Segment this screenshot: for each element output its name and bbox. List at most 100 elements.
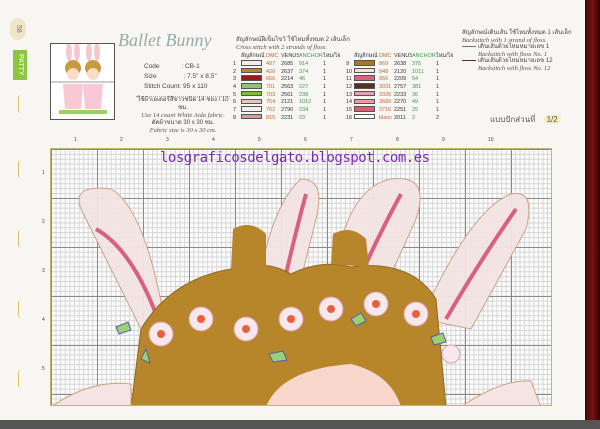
backstitch-1-en: Backstitch with floss No. 1: [478, 51, 548, 58]
floss-number: 7: [233, 106, 237, 113]
floss-anchor: 381: [412, 83, 422, 90]
floss-dmc: blanc: [379, 114, 393, 121]
floss-swatch: [241, 60, 262, 66]
floss-header-row: สัญลักษณ์ DMC VENUS ANCHOR ไหม/ไจ: [233, 52, 343, 60]
floss-anchor: 374: [299, 68, 309, 75]
vine-ornament: [18, 95, 24, 113]
floss-number: 13: [346, 91, 353, 98]
row-label: 2: [42, 219, 45, 225]
floss-dmc: 407: [266, 60, 276, 67]
floss-number: 14: [346, 99, 353, 106]
pattern-thumbnail: [50, 43, 115, 120]
fabric-info: ใช้ผ้าเอเดอร์สีขาวชนิด 14 ช่อง / 10 ซม. …: [136, 96, 230, 135]
floss-row: 7 762 2790 234 1: [233, 106, 343, 114]
floss-symbol-cell: [241, 67, 266, 76]
vine-ornament: [18, 370, 24, 388]
floss-anchor: 2: [412, 114, 416, 121]
floss-swatch: [241, 90, 262, 97]
pattern-title: Ballet Bunny: [118, 30, 212, 50]
floss-swatch: [241, 67, 262, 74]
floss-anchor: 375: [412, 60, 422, 67]
size-value: : 7.5" x 8.5": [183, 73, 217, 80]
stitch-count-value: 95 x 110: [183, 83, 208, 90]
floss-skeins: 1: [323, 114, 327, 121]
backstitch-en: Backstitch with 1 strand of floss.: [462, 37, 547, 44]
floss-symbol-cell: [241, 90, 266, 99]
code-label: Code: [144, 63, 160, 70]
floss-skeins: 1: [436, 76, 440, 83]
column-label: 1: [74, 137, 77, 143]
column-label: 3: [166, 137, 169, 143]
floss-anchor: 914: [299, 60, 309, 67]
floss-header: VENUS: [281, 53, 299, 59]
backstitch-2-thai: เดินเส้นด้วยไหมหมายเลข 12: [478, 58, 553, 64]
floss-anchor: 238: [299, 91, 309, 98]
floss-dmc: 948: [379, 68, 389, 75]
size-label: Size: [144, 73, 157, 80]
floss-anchor: 46: [299, 76, 306, 83]
part-label: แบบปักส่วนที่: [490, 115, 536, 124]
floss-skeins: 1: [436, 68, 440, 75]
row-label: 1: [42, 170, 45, 176]
floss-venus: 2209: [394, 76, 407, 83]
floss-skeins: 1: [323, 106, 327, 113]
floss-skeins: 1: [436, 83, 440, 90]
floss-dmc: 666: [266, 76, 276, 83]
floss-venus: 2757: [394, 83, 407, 90]
part-indicator: แบบปักส่วนที่ 1/2: [490, 113, 561, 126]
floss-skeins: 2: [436, 114, 440, 121]
floss-number: 3: [233, 76, 237, 83]
floss-anchor: 49: [412, 99, 419, 106]
stitch-count-label: Stitch Count:: [144, 83, 182, 90]
floss-symbol-cell: [354, 90, 379, 99]
floss-dmc: 956: [379, 76, 389, 83]
floss-number: 15: [346, 106, 353, 113]
floss-skeins: 1: [436, 106, 440, 113]
backstitch-thai: สัญลักษณ์เดินเส้น ใช้ไหมทั้งหมด 1 เส้นเล…: [462, 30, 572, 36]
floss-swatch: [354, 75, 375, 81]
floss-row: 10 948 2120 1011 1: [346, 67, 456, 76]
vine-ornament: [18, 300, 24, 318]
floss-skeins: 1: [436, 99, 440, 106]
floss-dmc: 3716: [379, 106, 392, 113]
floss-number: 1: [233, 60, 237, 67]
floss-header: ANCHOR: [412, 53, 436, 59]
pattern-specs: Code : CB-1 Size : 7.5" x 8.5" Stitch Co…: [144, 62, 217, 92]
floss-swatch: [354, 83, 375, 89]
header-spacer: [346, 52, 354, 60]
floss-number: 9: [346, 60, 350, 67]
fabric-en: Use 14 count White Aida fabric.: [141, 112, 225, 119]
floss-swatch: [241, 113, 262, 120]
floss-row: 15 3716 2251 25 1: [346, 106, 456, 114]
floss-dmc: 3689: [379, 99, 392, 106]
floss-symbol-cell: [354, 60, 379, 68]
floss-venus: 2270: [394, 99, 407, 106]
floss-header: DMC: [379, 53, 392, 59]
floss-swatch: [241, 106, 262, 112]
floss-anchor: 1011: [412, 68, 424, 75]
floss-swatch: [354, 113, 375, 120]
floss-swatch: [241, 83, 262, 89]
floss-header: DMC: [266, 53, 279, 59]
floss-swatch: [354, 90, 375, 97]
floss-symbol-cell: [241, 113, 266, 122]
column-label: 4: [212, 137, 215, 143]
floss-anchor: 227: [299, 83, 309, 90]
floss-number: 4: [233, 83, 237, 90]
floss-skeins: 1: [436, 60, 440, 67]
floss-anchor: 1012: [299, 99, 312, 106]
floss-venus: 2233: [394, 91, 407, 98]
page-number: 58: [10, 18, 26, 40]
row-label: 4: [42, 317, 45, 323]
floss-number: 12: [346, 83, 353, 90]
brand-logo: PATTY: [13, 50, 27, 80]
floss-row: 11 956 2209 54 1: [346, 75, 456, 83]
column-label: 8: [396, 137, 399, 143]
floss-skeins: 1: [323, 91, 327, 98]
stitch-chart-grid: [50, 148, 552, 406]
cross-en: Cross stitch with 2 strands of floss.: [236, 44, 327, 51]
floss-symbol-cell: [241, 106, 266, 114]
floss-dmc: 3031: [379, 83, 392, 90]
backstitch-legend: สัญลักษณ์เดินเส้น ใช้ไหมทั้งหมด 1 เส้นเล…: [462, 30, 580, 72]
floss-number: 10: [346, 68, 353, 75]
